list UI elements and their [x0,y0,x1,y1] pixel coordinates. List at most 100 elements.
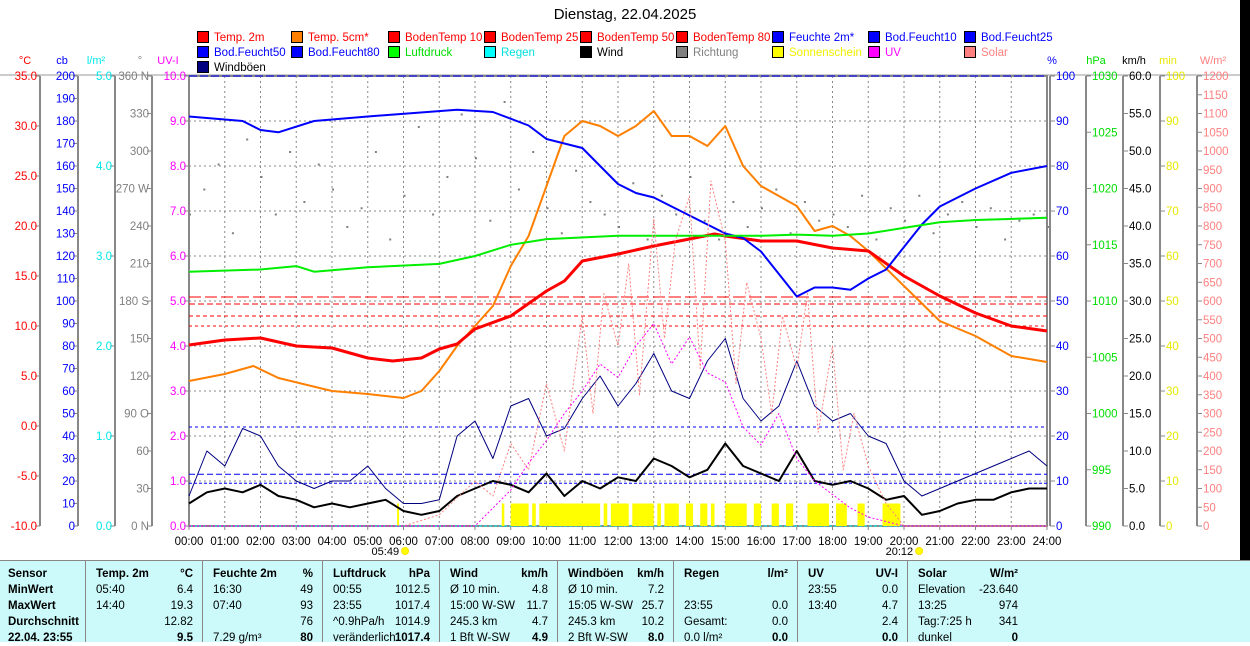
table-cell-value: 19.3 [170,600,193,612]
x-tick-label: 24:00 [1033,536,1062,548]
table-cell-value: 0.0 [772,600,788,612]
table-cell-value [684,582,788,598]
table-cell-value: 9.5 [177,632,193,644]
table-row-label: MaxWert [8,600,56,612]
tick-label-cb: 90 [62,319,75,331]
tick-label-sun: 90 [1166,116,1179,128]
tick-label-wind: 5.0 [1129,484,1145,496]
tick-label-uv: 3.0 [170,386,186,398]
tick-label-dir: 180 S [119,296,149,308]
table-cell-value: 6.4 [177,584,193,596]
tick-label-solar: 650 [1203,277,1222,289]
direction-point [689,176,692,178]
axis-title-rain: l/m² [87,55,106,67]
table-cell-value: 80 [300,632,313,644]
tick-label-sun: 0 [1166,521,1172,533]
direction-point [346,226,349,228]
tick-label-press: 1010 [1092,296,1118,308]
tick-label-cb: 80 [62,341,75,353]
tick-label-temp: -10.0 [11,521,37,533]
table-cell-value: 49 [300,584,313,596]
tick-label-sun: 80 [1166,161,1179,173]
direction-point [775,188,778,191]
axis-title-hum: % [1047,55,1057,67]
table-cell-value: 1017.4 [394,600,430,612]
direction-point [789,232,792,235]
direction-point [460,113,463,116]
x-tick-label: 21:00 [925,536,954,548]
direction-point [875,238,878,241]
table-cell-label: 15:05 W-SW [568,600,633,612]
direction-point [1032,213,1035,216]
table-cell-label: 00:55 [333,584,362,596]
table-cell-value: 0.0 [882,632,898,644]
legend-swatch [580,46,592,58]
direction-point [203,188,206,191]
tick-label-solar: 500 [1203,334,1222,346]
tick-label-cb: 0 [69,521,75,533]
x-tick-label: 09:00 [496,536,525,548]
table-cell-value: 7.2 [648,584,664,596]
sunset-label: 20:12 [886,546,914,558]
sunshine-bar [685,503,694,526]
table-cell-value: 0.0 [772,632,788,644]
sunshine-bar [882,503,901,526]
legend-item: Temp. 2m [197,31,265,45]
direction-point [889,207,892,210]
tick-label-press: 995 [1092,465,1111,477]
table-column-divider [85,561,86,642]
tick-label-cb: 200 [56,71,75,83]
tick-label-temp: 5.0 [21,371,37,383]
series-solar [189,180,1047,527]
table-cell-value: 76 [300,616,313,628]
tick-label-solar: 50 [1203,502,1216,514]
tick-label-dir: 60 [136,446,149,458]
tick-label-solar: 900 [1203,184,1222,196]
legend-swatch [868,31,880,43]
tick-label-cb: 170 [56,139,75,151]
tick-label-cb: 50 [62,409,75,421]
legend-item: Windböen [197,61,266,75]
x-tick-label: 16:00 [747,536,776,548]
tick-label-solar: 750 [1203,240,1222,252]
tick-label-rain: 1.0 [96,431,112,443]
tick-label-cb: 70 [62,364,75,376]
table-column-divider [322,561,323,642]
tick-label-wind: 0.0 [1129,521,1145,533]
tick-label-cb: 180 [56,116,75,128]
legend-item: BodenTemp 10 [388,31,482,45]
tick-label-dir: 120 [130,371,149,383]
table-column-divider [797,561,798,642]
legend-swatch [868,46,880,58]
table-cell-value: 12.82 [164,616,193,628]
sunshine-bar [501,503,505,526]
table-column-divider [673,561,674,642]
sunshine-bar [771,503,779,526]
direction-point [189,213,191,216]
table-column-divider [557,561,558,642]
tick-label-hum: 40 [1056,341,1069,353]
table-cell-value: 0.0 [772,616,788,628]
tick-label-hum: 80 [1056,161,1069,173]
legend-item: Bod.Feucht50 [197,46,286,60]
x-tick-label: 20:00 [890,536,919,548]
legend-label: Bod.Feucht10 [885,32,957,44]
legend-item: Regen [484,46,535,60]
tick-label-rain: 0.0 [96,521,112,533]
tick-label-temp: -5.0 [17,471,37,483]
x-tick-label: 06:00 [389,536,418,548]
legend-label: Bod.Feucht80 [308,47,380,59]
sunshine-bar [657,503,661,526]
tick-label-solar: 250 [1203,427,1222,439]
legend-label: Richtung [693,47,739,59]
direction-point [446,176,449,178]
direction-point [961,201,964,203]
sunshine-bar [836,503,847,526]
x-tick-label: 14:00 [675,536,704,548]
table-cell-value: 25.7 [641,600,664,612]
legend-label: BodenTemp 50 [597,32,675,44]
table-header-unit: l/m² [767,568,788,580]
legend-item: UV [868,46,901,60]
table-cell-value: 4.7 [882,600,898,612]
tick-label-uv: 2.0 [170,431,186,443]
